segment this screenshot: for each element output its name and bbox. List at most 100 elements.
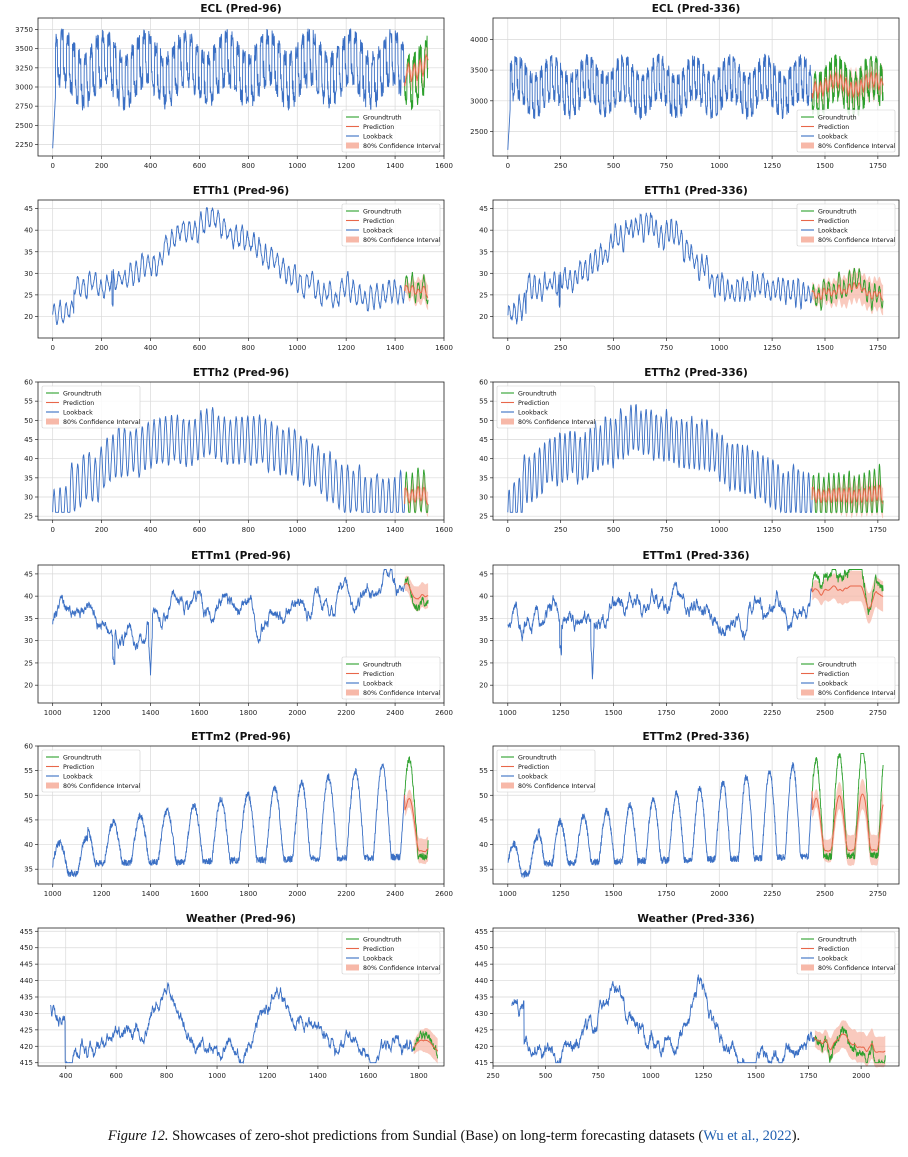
prediction-series-line <box>404 485 429 506</box>
chart-legend: Groundtruth Prediction Lookback 80% Confide… <box>341 109 441 153</box>
legend-confidence-interval-label: 80% Confidence Interval <box>818 690 896 697</box>
prediction-series-line <box>814 1033 886 1053</box>
y-tick-label: 55 <box>24 767 33 775</box>
plot-frame <box>37 381 445 521</box>
x-tick-label: 1250 <box>552 709 570 717</box>
y-tick-label: 30 <box>479 637 488 645</box>
legend-lookback-label: Lookback <box>363 227 393 234</box>
chart-title: ECL (Pred-336) <box>652 3 741 15</box>
confidence-interval-band <box>812 57 884 113</box>
y-tick-label: 30 <box>479 270 488 278</box>
groundtruth-series-line <box>404 576 429 612</box>
chart-svg-ecl-96: ECL (Pred-96) 0 200 400 600 800 1000 1200 1400 16… <box>15 3 453 170</box>
y-tick-label: 35 <box>479 474 488 482</box>
figure-grid: ECL (Pred-96) 0 200 400 600 800 1000 1200 1400 16… <box>0 3 905 1080</box>
chart-svg-ettm2-336: ETTm2 (Pred-336) 1000 1250 1500 1750 2000 2250… <box>479 731 900 898</box>
caption-citation-link[interactable]: Wu et al., 2022 <box>703 1128 792 1144</box>
y-tick-label: 25 <box>24 659 33 667</box>
x-tick-label: 1500 <box>816 344 834 352</box>
x-tick-label: 250 <box>554 344 567 352</box>
plot-frame <box>492 745 900 885</box>
chart-title: ETTm2 (Pred-96) <box>191 731 291 743</box>
caption-label: Figure 12. <box>107 1128 169 1144</box>
chart-svg-weather-336: Weather (Pred-336) 250 500 750 1000 1250 1500 1… <box>475 913 900 1080</box>
y-tick-label: 435 <box>20 994 33 1002</box>
chart-panel-ettm1-96: ETTm1 (Pred-96) 1000 1200 1400 1600 1800 2000 2… <box>0 547 453 729</box>
legend-box <box>796 109 896 153</box>
plot-frame <box>492 564 900 704</box>
x-tick-label: 400 <box>144 162 157 170</box>
x-tick-label: 2400 <box>386 890 404 898</box>
y-tick-label: 415 <box>20 1059 33 1067</box>
y-tick-label: 2500 <box>470 128 488 136</box>
y-tick-label: 3750 <box>15 26 33 34</box>
y-tick-label: 425 <box>475 1026 488 1034</box>
plot-frame <box>492 381 900 521</box>
x-tick-label: 1750 <box>657 890 675 898</box>
legend-confidence-interval-label: 80% Confidence Interval <box>363 237 441 244</box>
x-tick-label: 1750 <box>869 162 887 170</box>
x-tick-label: 400 <box>144 526 157 534</box>
y-tick-label: 45 <box>479 816 488 824</box>
chart-title: Weather (Pred-96) <box>186 913 296 925</box>
chart-legend: Groundtruth Prediction Lookback 80% Confide… <box>796 931 896 975</box>
y-tick-label: 420 <box>20 1043 33 1051</box>
legend-prediction-label: Prediction <box>363 946 394 953</box>
x-tick-label: 1600 <box>435 344 453 352</box>
y-tick-label: 55 <box>24 398 33 406</box>
legend-groundtruth-label: Groundtruth <box>363 936 402 943</box>
y-tick-label: 20 <box>479 682 488 690</box>
chart-panel-ettm1-336: ETTm1 (Pred-336) 1000 1250 1500 1750 2000 2250… <box>455 547 905 729</box>
y-tick-label: 430 <box>20 1010 33 1018</box>
legend-box <box>496 749 596 793</box>
x-tick-label: 1000 <box>44 709 62 717</box>
y-tick-label: 20 <box>24 682 33 690</box>
legend-confidence-interval-label: 80% Confidence Interval <box>818 237 896 244</box>
chart-title: ETTm2 (Pred-336) <box>642 731 749 743</box>
legend-confidence-interval-swatch <box>346 142 359 149</box>
chart-legend: Groundtruth Prediction Lookback 80% Confide… <box>496 385 596 429</box>
x-tick-label: 400 <box>59 1072 72 1080</box>
y-tick-label: 40 <box>479 227 488 235</box>
x-tick-label: 1200 <box>337 344 355 352</box>
x-tick-label: 2600 <box>435 709 453 717</box>
lookback-series-line <box>507 53 813 150</box>
legend-prediction-label: Prediction <box>363 218 394 225</box>
legend-prediction-label: Prediction <box>818 671 849 678</box>
y-tick-label: 50 <box>479 417 488 425</box>
legend-confidence-interval-swatch <box>346 689 359 696</box>
chart-svg-ecl-336: ECL (Pred-336) 0 250 500 750 1000 1250 1500 1750… <box>470 3 900 170</box>
x-tick-label: 0 <box>506 162 510 170</box>
x-tick-label: 250 <box>554 162 567 170</box>
chart-legend: Groundtruth Prediction Lookback 80% Confide… <box>41 749 141 793</box>
legend-groundtruth-label: Groundtruth <box>63 754 102 761</box>
x-tick-label: 1250 <box>763 162 781 170</box>
x-tick-label: 1000 <box>710 162 728 170</box>
chart-svg-weather-96: Weather (Pred-96) 400 600 800 1000 1200 1400 16… <box>20 913 445 1080</box>
legend-confidence-interval-swatch <box>801 236 814 243</box>
legend-confidence-interval-label: 80% Confidence Interval <box>518 419 596 426</box>
legend-lookback-label: Lookback <box>518 773 548 780</box>
lookback-series-line <box>52 763 406 878</box>
x-tick-label: 800 <box>242 344 255 352</box>
legend-lookback-label: Lookback <box>363 680 393 687</box>
legend-groundtruth-label: Groundtruth <box>818 661 857 668</box>
legend-confidence-interval-swatch <box>801 689 814 696</box>
y-tick-label: 40 <box>24 455 33 463</box>
x-tick-label: 250 <box>486 1072 499 1080</box>
y-tick-label: 35 <box>24 248 33 256</box>
y-tick-label: 50 <box>24 417 33 425</box>
legend-prediction-label: Prediction <box>63 764 94 771</box>
y-tick-label: 3250 <box>15 64 33 72</box>
y-tick-label: 450 <box>475 944 488 952</box>
x-tick-label: 1000 <box>499 709 517 717</box>
y-tick-label: 3500 <box>470 67 488 75</box>
x-tick-label: 2250 <box>763 709 781 717</box>
y-tick-label: 35 <box>479 248 488 256</box>
legend-confidence-interval-swatch <box>346 964 359 971</box>
y-tick-label: 45 <box>479 205 488 213</box>
legend-confidence-interval-swatch <box>46 418 59 425</box>
lookback-series-line <box>52 28 406 149</box>
y-tick-label: 50 <box>24 792 33 800</box>
chart-panel-etth2-336: ETTh2 (Pred-336) 0 250 500 750 1000 1250 1500 17… <box>455 364 905 546</box>
